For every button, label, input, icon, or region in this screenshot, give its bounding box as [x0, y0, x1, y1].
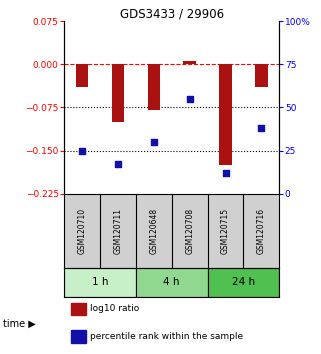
Bar [208, 268, 279, 297]
Text: 1 h: 1 h [92, 278, 108, 287]
Bar [136, 268, 208, 297]
Bar [76, 64, 88, 87]
Point [151, 139, 156, 145]
Text: GSM120716: GSM120716 [257, 208, 266, 254]
Point [80, 148, 85, 153]
Text: percentile rank within the sample: percentile rank within the sample [90, 332, 243, 341]
Point [259, 125, 264, 131]
Title: GDS3433 / 29906: GDS3433 / 29906 [120, 7, 224, 20]
Text: GSM120711: GSM120711 [113, 208, 123, 254]
Text: GSM120708: GSM120708 [185, 208, 194, 254]
Text: time ▶: time ▶ [3, 319, 36, 329]
Bar [148, 64, 160, 110]
Bar [71, 303, 86, 315]
Point [223, 170, 228, 176]
Bar [112, 64, 124, 122]
Bar [64, 268, 136, 297]
Text: 24 h: 24 h [232, 278, 255, 287]
Text: log10 ratio: log10 ratio [90, 304, 139, 313]
Bar [71, 330, 86, 343]
Bar [183, 62, 196, 64]
Bar [255, 64, 268, 87]
Text: 4 h: 4 h [163, 278, 180, 287]
Text: GSM120715: GSM120715 [221, 208, 230, 254]
Bar [219, 64, 232, 165]
Text: GSM120648: GSM120648 [149, 208, 158, 254]
Text: GSM120710: GSM120710 [78, 208, 87, 254]
Point [116, 161, 121, 167]
Point [187, 96, 192, 102]
